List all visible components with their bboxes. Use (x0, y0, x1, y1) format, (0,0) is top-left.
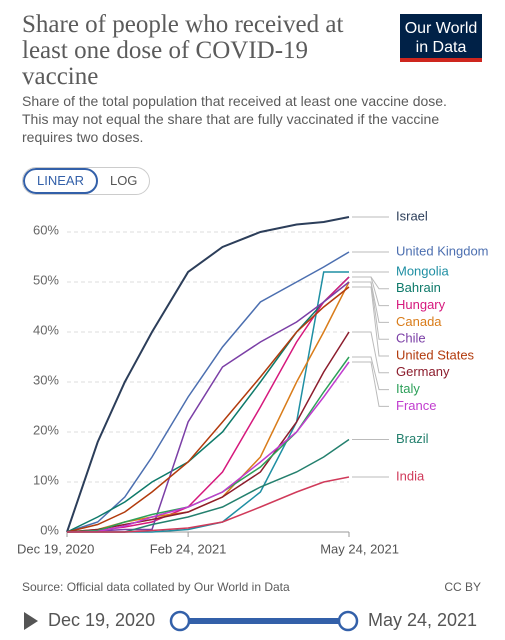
timeline-start: Dec 19, 2020 (48, 610, 156, 630)
legend-label: Germany (396, 364, 450, 379)
logo-line: Our World (404, 20, 478, 37)
legend-label: Hungary (396, 297, 446, 312)
timeline (24, 610, 359, 632)
logo-line: in Data (415, 39, 467, 56)
chart: 0% 10% 20% 30% 40% 50% 60% Dec 19, 2020 Feb 24, … (17, 208, 489, 556)
legend-label: Bahrain (396, 280, 441, 295)
license[interactable]: CC BY (444, 580, 481, 594)
series-line (66, 281, 350, 533)
y-tick-label: 30% (33, 372, 59, 387)
timeline-handle[interactable] (337, 610, 359, 632)
series-line (66, 251, 350, 533)
timeline-handle[interactable] (169, 610, 191, 632)
legend-label: United Kingdom (396, 243, 489, 258)
legend-label: United States (396, 347, 475, 362)
legend-label: Brazil (396, 431, 429, 446)
source: Source: Official data collated by Our Wo… (22, 580, 290, 594)
legend-label: Israel (396, 208, 428, 223)
legend-leader (352, 281, 389, 323)
legend-label: Canada (396, 314, 442, 329)
linear-button[interactable]: LINEAR (23, 168, 98, 194)
series-line (67, 476, 350, 533)
series-line (66, 361, 350, 533)
subtitle: Share of the total population that recei… (22, 93, 447, 145)
series-line (66, 286, 350, 533)
y-tick-label: 0% (40, 522, 59, 537)
series-line (66, 276, 350, 533)
log-button[interactable]: LOG (109, 173, 138, 188)
series-line (66, 281, 350, 533)
logo[interactable]: Our World in Data (400, 14, 482, 62)
y-tick-label: 10% (33, 472, 59, 487)
play-button[interactable] (24, 612, 38, 630)
legend-label: Mongolia (396, 263, 450, 278)
y-tick-label: 60% (33, 222, 59, 237)
legend-label: Italy (396, 381, 420, 396)
legend-label: Chile (396, 331, 426, 346)
y-tick-label: 50% (33, 272, 59, 287)
legend-leader (352, 331, 389, 374)
x-tick-label: Dec 19, 2020 (17, 541, 94, 556)
legend-leader (352, 286, 389, 357)
legend-leader (352, 361, 389, 407)
series-line (66, 216, 350, 533)
legend-leader (352, 276, 389, 307)
y-tick-label: 20% (33, 422, 59, 437)
legend-label: France (396, 398, 436, 413)
legend-leader (352, 281, 389, 340)
y-tick-label: 40% (33, 322, 59, 337)
scale-toggle: LINEAR LOG (22, 167, 151, 195)
x-tick-label: May 24, 2021 (320, 541, 399, 556)
title: Share of people who received at least on… (22, 11, 344, 90)
legend-label: India (396, 468, 425, 483)
legend-leader (352, 356, 389, 391)
x-tick-label: Feb 24, 2021 (150, 541, 227, 556)
timeline-end: May 24, 2021 (368, 610, 478, 630)
